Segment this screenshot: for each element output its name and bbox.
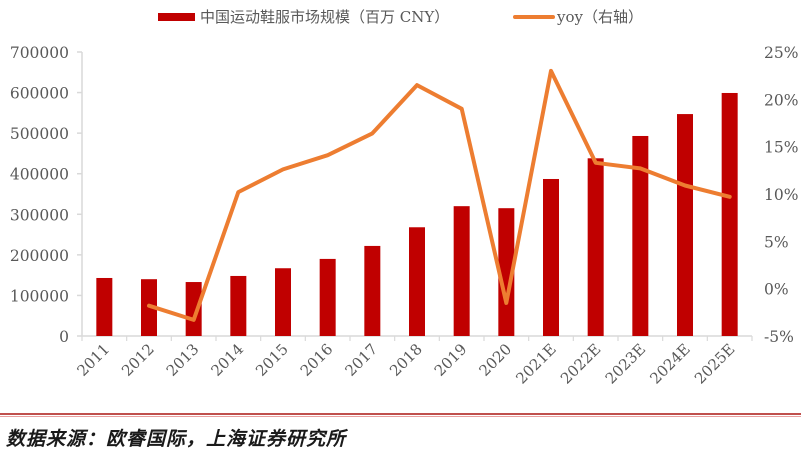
right-axis-tick-label: 15% (764, 139, 798, 157)
bar-2023E (632, 135, 649, 336)
right-axis-tick-label: 5% (764, 233, 789, 251)
x-axis-category-label: 2022E (557, 340, 604, 387)
bar-2016 (319, 258, 336, 336)
bar-2015 (275, 268, 291, 336)
right-axis-tick-label: 0% (764, 281, 789, 299)
legend-line-label: yoy（右轴） (557, 8, 643, 26)
right-axis-tick-label: 25% (764, 44, 798, 62)
left-axis-tick-label: 300000 (10, 206, 69, 224)
x-axis-category-label: 2014 (207, 340, 247, 380)
source-divider (0, 413, 801, 415)
bar-2020 (498, 208, 515, 336)
left-axis-tick-label: 600000 (10, 85, 69, 103)
source-note: 数据来源：欧睿国际，上海证券研究所 (6, 428, 347, 450)
legend-item-yoy: yoy（右轴） (513, 6, 643, 27)
bar-2013 (185, 282, 202, 336)
chart-legend: 中国运动鞋服市场规模（百万 CNY） yoy（右轴） (0, 2, 801, 30)
bar-2024E (677, 114, 693, 337)
legend-line-swatch (513, 14, 555, 19)
x-axis-category-label: 2025E (691, 340, 738, 387)
x-axis-category-label: 2018 (386, 340, 426, 380)
legend-item-market-size: 中国运动鞋服市场规模（百万 CNY） (158, 6, 449, 27)
legend-bar-label: 中国运动鞋服市场规模（百万 CNY） (200, 8, 450, 26)
x-axis-category-label: 2012 (118, 340, 158, 380)
left-axis-tick-label: 0 (59, 328, 69, 346)
x-axis-category-label: 2013 (163, 340, 203, 380)
bar-2021E (543, 178, 559, 336)
right-axis-tick-label: -5% (764, 328, 794, 346)
x-axis-category-label: 2011 (73, 340, 113, 380)
x-axis-category-label: 2021E (512, 340, 559, 387)
bar-2011 (96, 277, 113, 336)
x-axis-category-label: 2024E (646, 340, 693, 387)
x-axis-category-label: 2015 (252, 340, 292, 380)
bar-2019 (453, 206, 470, 336)
left-axis-tick-label: 100000 (10, 287, 69, 305)
x-axis-category-label: 2017 (341, 340, 381, 380)
bar-2022E (587, 158, 604, 336)
bar-2017 (364, 245, 381, 336)
right-axis-tick-label: 20% (764, 91, 798, 109)
right-axis-tick-label: 10% (764, 186, 798, 204)
chart-canvas: 0 100000 200000 300000 400000 500000 600000 700… (10, 44, 799, 388)
bar-2025E (721, 92, 738, 336)
left-axis-tick-label: 700000 (10, 44, 69, 62)
yoy-line (147, 68, 732, 322)
bar-2018 (409, 227, 425, 336)
left-axis-tick-label: 200000 (10, 247, 69, 265)
x-axis-category-label: 2023E (602, 340, 649, 387)
bar-2014 (230, 275, 247, 336)
x-axis-category-label: 2020 (475, 340, 515, 380)
legend-bar-swatch (158, 12, 195, 21)
source-divider-secondary (0, 416, 801, 417)
x-axis-category-label: 2019 (431, 340, 471, 380)
x-axis-category-label: 2016 (297, 340, 337, 380)
left-axis-tick-label: 400000 (10, 166, 69, 184)
left-axis-tick-label: 500000 (10, 125, 69, 143)
